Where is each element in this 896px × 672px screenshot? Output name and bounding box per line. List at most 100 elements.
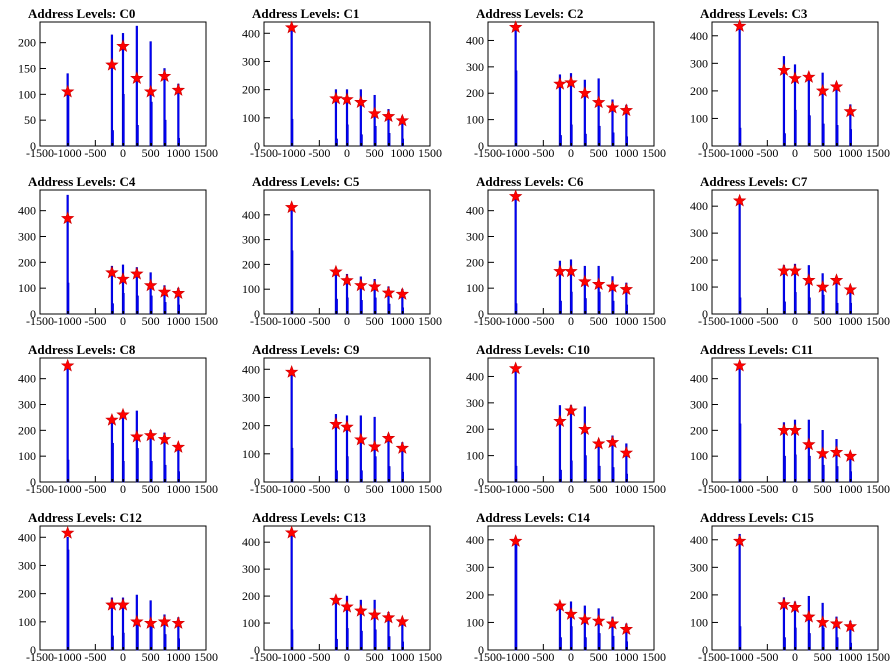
x-tick-label: 1000 xyxy=(390,482,414,496)
histogram-panel: Address Levels: C15 0 100 200 300 400 -1500 -10… xyxy=(690,510,890,664)
panel-title: Address Levels: C5 xyxy=(252,174,360,189)
peak-marker xyxy=(329,417,343,430)
histogram-bar xyxy=(111,442,114,483)
histogram-bar xyxy=(374,456,377,483)
x-tick-label: -1500 xyxy=(698,482,726,496)
y-tick-label: 100 xyxy=(690,280,708,294)
peak-marker xyxy=(367,439,382,453)
histogram-bar xyxy=(514,368,517,483)
peak-marker xyxy=(619,622,634,636)
y-tick-label: 200 xyxy=(242,83,260,97)
y-tick-label: 300 xyxy=(690,398,708,412)
y-tick-label: 0 xyxy=(254,643,260,657)
peak-marker xyxy=(143,84,158,98)
peak-marker xyxy=(340,92,354,106)
histogram-bar xyxy=(150,461,153,483)
histogram-bar xyxy=(150,625,153,651)
x-tick-label: 1000 xyxy=(166,314,190,328)
peak-marker xyxy=(732,19,747,32)
y-tick-label: 300 xyxy=(18,558,36,572)
x-tick-label: -1000 xyxy=(726,650,754,664)
panel-title: Address Levels: C8 xyxy=(28,342,136,357)
y-tick-label: 100 xyxy=(242,447,260,461)
peak-marker xyxy=(60,211,75,225)
x-tick-label: -1000 xyxy=(278,314,306,328)
y-tick-label: 300 xyxy=(466,396,484,410)
x-tick-label: -1000 xyxy=(502,314,530,328)
y-tick-label: 400 xyxy=(690,29,708,43)
peak-marker xyxy=(329,593,343,606)
histogram-bar xyxy=(515,70,518,147)
x-tick-label: -1500 xyxy=(698,146,726,160)
x-tick-label: 500 xyxy=(590,314,608,328)
y-tick-label: 300 xyxy=(18,398,36,412)
y-tick-label: 200 xyxy=(690,84,708,98)
peak-marker xyxy=(553,264,567,278)
x-tick-label: 500 xyxy=(366,314,384,328)
peak-marker xyxy=(508,189,523,203)
x-tick-label: -1500 xyxy=(474,314,502,328)
x-tick-label: -500 xyxy=(532,650,554,664)
histogram-bar xyxy=(136,125,139,147)
peak-marker xyxy=(843,104,858,118)
y-tick-label: 100 xyxy=(18,87,36,101)
x-tick-label: 1000 xyxy=(838,650,862,664)
x-tick-label: 1000 xyxy=(614,482,638,496)
y-tick-label: 0 xyxy=(30,139,36,153)
x-tick-label: 500 xyxy=(142,146,160,160)
y-tick-label: 400 xyxy=(242,208,260,222)
peak-marker xyxy=(157,69,172,82)
x-tick-label: -1500 xyxy=(26,482,54,496)
x-tick-label: 1500 xyxy=(642,650,666,664)
histogram-panel: Address Levels: C14 0 100 200 300 400 -1500 -10… xyxy=(466,510,666,664)
x-tick-label: 500 xyxy=(142,314,160,328)
panel-title: Address Levels: C4 xyxy=(28,174,136,189)
peak-marker xyxy=(171,616,186,629)
x-tick-label: -1000 xyxy=(54,146,82,160)
histogram-bar xyxy=(808,115,811,147)
y-tick-label: 200 xyxy=(466,255,484,269)
peak-marker xyxy=(777,63,791,76)
peak-marker xyxy=(395,113,410,127)
peak-marker xyxy=(578,422,592,435)
histogram-panel: Address Levels: C7 0 100 200 300 400 -1500 -100… xyxy=(690,174,890,328)
y-tick-label: 0 xyxy=(30,643,36,657)
peak-marker xyxy=(395,287,410,300)
panel-title: Address Levels: C3 xyxy=(700,6,808,21)
y-tick-label: 400 xyxy=(242,26,260,40)
y-tick-label: 200 xyxy=(466,86,484,100)
y-tick-label: 0 xyxy=(254,139,260,153)
peak-marker xyxy=(564,75,578,89)
peak-marker xyxy=(284,365,299,378)
x-tick-label: 1500 xyxy=(194,650,218,664)
y-tick-label: 100 xyxy=(466,449,484,463)
peak-marker xyxy=(395,614,410,628)
y-tick-label: 300 xyxy=(242,54,260,68)
peak-marker xyxy=(354,278,368,292)
panel-title: Address Levels: C14 xyxy=(476,510,590,525)
x-tick-label: -500 xyxy=(756,650,778,664)
y-tick-label: 400 xyxy=(18,372,36,386)
histogram-bar xyxy=(794,109,797,147)
x-tick-label: -1500 xyxy=(698,314,726,328)
histogram-bar xyxy=(794,292,797,315)
histogram-bar xyxy=(514,194,517,315)
histogram-bar xyxy=(136,621,139,651)
x-tick-label: 0 xyxy=(120,482,126,496)
y-tick-label: 400 xyxy=(466,369,484,383)
peak-marker xyxy=(116,407,130,421)
x-tick-label: 1500 xyxy=(866,146,890,160)
peak-marker xyxy=(284,200,299,214)
y-tick-label: 0 xyxy=(702,307,708,321)
x-tick-label: 1000 xyxy=(614,650,638,664)
histogram-bar xyxy=(739,626,742,651)
peak-marker xyxy=(116,597,130,611)
peak-marker xyxy=(619,103,634,117)
x-tick-label: 1500 xyxy=(642,482,666,496)
x-tick-label: 0 xyxy=(344,482,350,496)
y-tick-label: 400 xyxy=(466,33,484,47)
histogram-bar xyxy=(164,119,167,147)
histogram-bar xyxy=(808,455,811,483)
x-tick-label: -1500 xyxy=(250,650,278,664)
peak-marker xyxy=(788,600,802,613)
